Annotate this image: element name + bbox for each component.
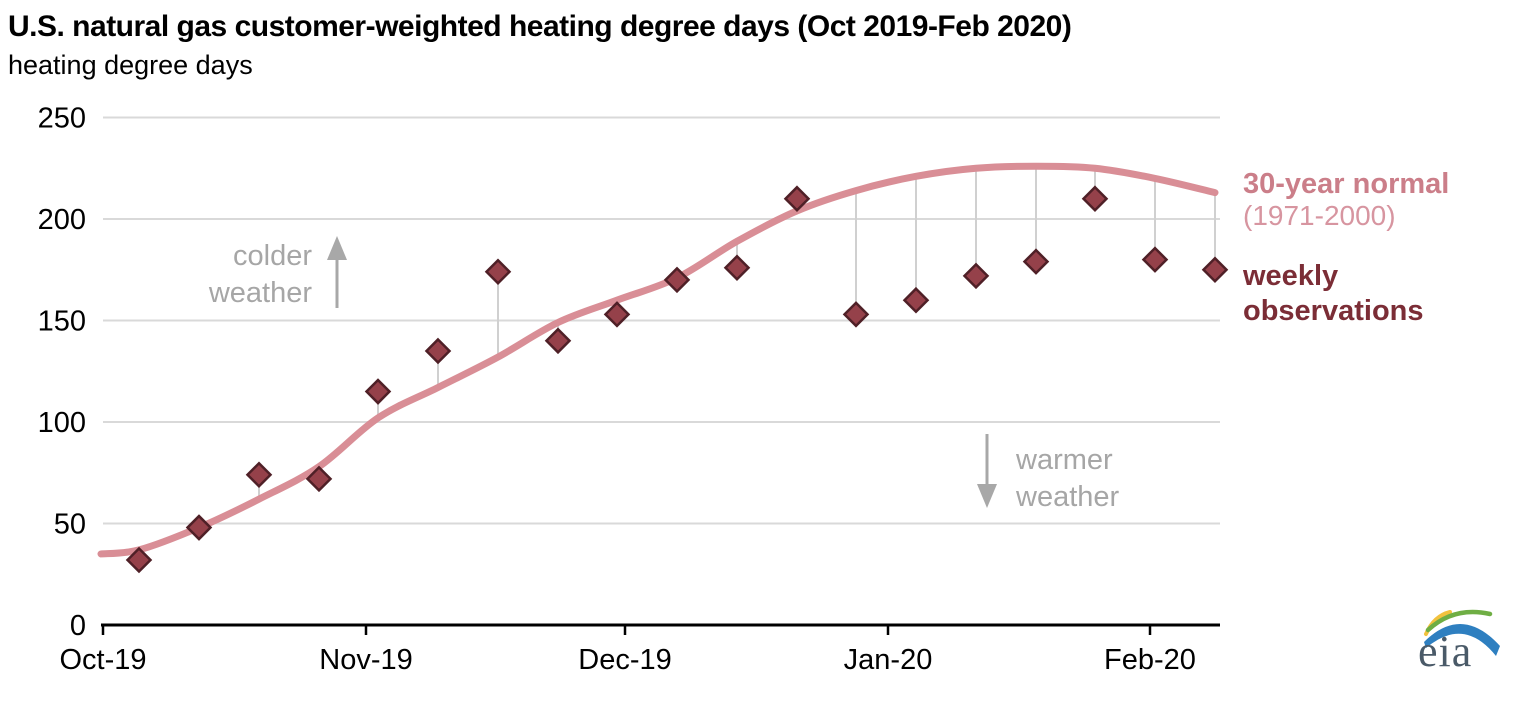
- weekly-observation-marker: [544, 327, 572, 355]
- y-tick-label: 250: [38, 103, 86, 135]
- weekly-observation-marker: [424, 337, 452, 365]
- x-tick-label: Nov-19: [319, 644, 413, 676]
- legend-normal-label: 30-year normal: [1243, 168, 1450, 200]
- weekly-observation-marker: [902, 286, 930, 314]
- weekly-observation-marker: [364, 378, 392, 405]
- chart-subtitle: heating degree days: [8, 50, 253, 80]
- y-tick-label: 200: [38, 204, 86, 236]
- x-tick-label: Jan-20: [844, 644, 933, 676]
- x-tick-label: Dec-19: [578, 644, 672, 676]
- y-tick-label: 50: [54, 509, 86, 541]
- chart-title: U.S. natural gas customer-weighted heati…: [8, 10, 1072, 43]
- colder-up-arrow-icon: [327, 236, 347, 308]
- eia-logo-text: eia: [1418, 627, 1473, 676]
- y-tick-label: 100: [38, 407, 86, 439]
- weekly-observation-marker: [962, 262, 990, 290]
- annotation-colder-line2: weather: [208, 277, 312, 309]
- annotation-colder-line1: colder: [233, 240, 312, 272]
- annotation-warmer-line2: weather: [1016, 481, 1120, 513]
- weekly-observation-marker: [125, 546, 153, 574]
- weekly-observation-marker: [603, 301, 631, 328]
- legend-weekly-label: weekly observations: [1243, 260, 1424, 327]
- weekly-observation-marker: [185, 514, 213, 541]
- weekly-observation-marker: [245, 461, 273, 489]
- eia-logo: eia: [1412, 608, 1512, 684]
- weekly-observation-marker: [1141, 246, 1169, 273]
- annotation-warmer-line1: warmer: [1016, 444, 1113, 476]
- normal-line: [97, 162, 1219, 558]
- x-tick-label: Oct-19: [59, 644, 146, 676]
- weekly-observation-marker: [1201, 256, 1229, 284]
- x-tick-label: Feb-20: [1104, 644, 1196, 676]
- legend-normal-sub: (1971-2000): [1243, 200, 1396, 231]
- weekly-observation-marker: [305, 465, 333, 493]
- weekly-observation-marker: [842, 301, 870, 328]
- weekly-observation-marker: [663, 266, 691, 294]
- weekly-observation-marker: [783, 185, 811, 212]
- weekly-observation-marker: [1022, 248, 1050, 275]
- annotation-warmer-weather: warmer weather: [1016, 442, 1216, 516]
- weekly-observation-marker: [1081, 185, 1109, 212]
- eia-logo-arcs-icon: [1424, 609, 1500, 656]
- y-tick-label: 0: [70, 610, 86, 642]
- weekly-observation-marker: [484, 258, 512, 286]
- warmer-down-arrow-icon: [977, 434, 997, 508]
- annotation-colder-weather: colder weather: [120, 238, 312, 312]
- legend-normal: 30-year normal (1971-2000): [1243, 168, 1450, 232]
- weekly-observation-marker: [723, 254, 751, 281]
- y-tick-label: 150: [38, 306, 86, 338]
